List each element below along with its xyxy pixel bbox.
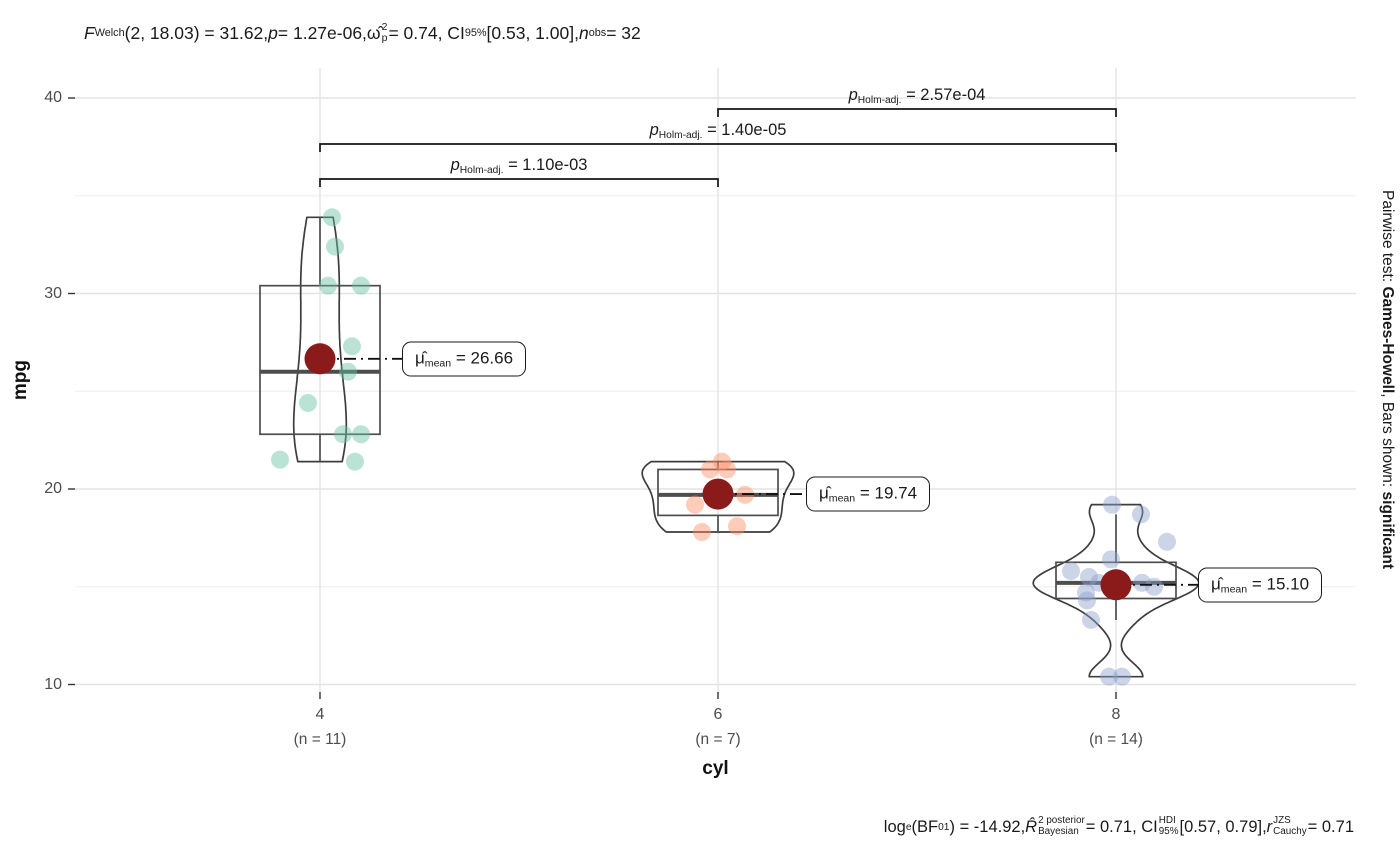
data-point: [346, 452, 364, 471]
data-point: [334, 425, 352, 444]
data-point: [343, 337, 361, 356]
data-point: [1078, 591, 1096, 610]
significance-bracket: [319, 178, 719, 187]
data-point: [1132, 505, 1150, 524]
mean-label: μ̂mean = 26.66: [402, 341, 527, 377]
y-tick-label: 30: [44, 284, 62, 302]
data-point: [1100, 667, 1118, 686]
data-point: [1062, 562, 1080, 581]
x-tick-count: (n = 14): [1089, 730, 1143, 748]
violin-outline: [1032, 503, 1200, 678]
data-point: [323, 208, 341, 227]
data-point: [718, 460, 736, 479]
y-axis-title-strip: mpg: [10, 68, 32, 692]
x-tick-label: 4 (n = 11): [294, 703, 347, 752]
x-tick-label: 8 (n = 14): [1089, 703, 1143, 752]
y-tick-label: 20: [44, 480, 62, 497]
data-point: [1133, 573, 1151, 592]
data-point: [352, 276, 370, 295]
x-tick-count: (n = 7): [695, 730, 741, 748]
violin-outline: [292, 216, 348, 463]
bracket-p-label: pHolm-adj. = 1.40e-05: [649, 121, 787, 141]
mean-label: μ̂mean = 19.74: [806, 476, 931, 512]
box: [259, 284, 381, 436]
data-point: [701, 460, 719, 479]
pairwise-test-note: Pairwise test: Games-Howell, Bars shown:…: [1378, 68, 1396, 692]
violin-outline: [641, 460, 795, 533]
significance-bracket: [717, 108, 1117, 117]
data-point: [1158, 532, 1176, 551]
bracket-p-label: pHolm-adj. = 1.10e-03: [450, 156, 588, 176]
bayes-caption: log e (BF 01) = -14.92, R̂ 2 posterior Bayesi…: [883, 815, 1354, 837]
mean-point: [304, 343, 336, 375]
data-point: [1080, 567, 1098, 586]
x-tick-value: 8: [1111, 706, 1121, 723]
data-point: [319, 276, 337, 295]
data-point: [713, 452, 731, 471]
data-point: [686, 495, 704, 514]
data-point: [1103, 495, 1121, 514]
data-point: [299, 393, 317, 412]
data-point: [326, 237, 344, 256]
y-axis-title: mpg: [10, 359, 31, 401]
x-tick-value: 4: [315, 706, 325, 723]
data-point: [1082, 610, 1100, 629]
data-point: [1102, 550, 1120, 569]
significance-bracket: [319, 143, 1117, 152]
data-point: [352, 425, 370, 444]
y-tick-label: 40: [44, 89, 62, 106]
data-point: [339, 362, 357, 381]
pairwise-test-note-text: Pairwise test: Games-Howell, Bars shown:…: [1379, 190, 1396, 570]
data-point: [1113, 667, 1131, 686]
mean-point: [702, 478, 734, 510]
data-point: [693, 523, 711, 542]
stats-subtitle: F Welch (2, 18.03) = 31.62, p = 1.27e-06, …: [84, 20, 641, 44]
x-axis-title: cyl: [702, 758, 729, 779]
data-point: [1077, 583, 1095, 602]
x-tick-value: 6: [713, 706, 723, 723]
x-tick-label: 6 (n = 7): [695, 703, 740, 752]
x-tick-count: (n = 11): [293, 730, 347, 748]
data-point: [1145, 577, 1163, 596]
data-point: [271, 450, 289, 469]
y-tick-label: 10: [44, 675, 62, 693]
mean-label: μ̂mean = 15.10: [1198, 567, 1323, 603]
box: [657, 468, 779, 517]
data-point: [728, 517, 746, 536]
bracket-p-label: pHolm-adj. = 2.57e-04: [848, 86, 986, 106]
mean-point: [1100, 569, 1132, 601]
